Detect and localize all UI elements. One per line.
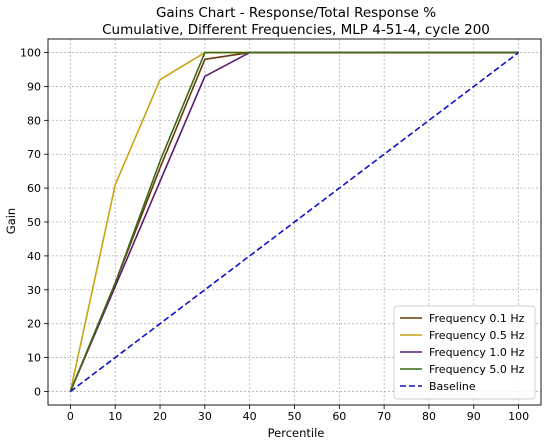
- chart-subtitle: Cumulative, Different Frequencies, MLP 4…: [102, 22, 490, 38]
- legend-entry: Frequency 0.1 Hz: [429, 312, 525, 325]
- legend-entry: Frequency 1.0 Hz: [429, 346, 525, 359]
- x-axis-label: Percentile: [268, 426, 325, 440]
- y-tick-label: 100: [20, 47, 41, 60]
- chart-title: Gains Chart - Response/Total Response %: [156, 5, 436, 21]
- plot-frame: [47, 38, 542, 406]
- y-tick-label: 50: [27, 216, 41, 229]
- x-tick-label: 80: [422, 410, 436, 423]
- legend: Frequency 0.1 Hz Frequency 0.5 Hz Frequenc…: [393, 305, 536, 400]
- x-tick-label: 70: [377, 410, 391, 423]
- x-tick-label: 90: [467, 410, 481, 423]
- x-tick-label: 30: [198, 410, 212, 423]
- x-tick-label: 20: [153, 410, 167, 423]
- y-tick-label: 10: [27, 352, 41, 365]
- legend-entry: Frequency 5.0 Hz: [429, 363, 525, 376]
- y-tick-label: 30: [27, 284, 41, 297]
- series-line-3: [69, 51, 519, 392]
- series-line-4: [69, 51, 520, 393]
- x-tick-label: 50: [288, 410, 302, 423]
- y-tick-label: 80: [27, 114, 41, 127]
- y-tick-label: 60: [27, 182, 41, 195]
- legend-box: [393, 305, 536, 400]
- x-tick-label: 0: [67, 410, 74, 423]
- legend-entry: Baseline: [429, 380, 476, 393]
- series-lines: [69, 51, 520, 393]
- grid: [48, 39, 541, 405]
- axes: 0 10 20 30 40 50 60 70 80 90 100 0 10 20 30 40 50 60 70 80 9…: [20, 38, 542, 423]
- x-tick-label: 40: [243, 410, 257, 423]
- y-tick-label: 0: [34, 385, 41, 398]
- y-axis-label: Gain: [4, 208, 18, 234]
- x-tick-label: 10: [108, 410, 122, 423]
- y-tick-label: 70: [27, 148, 41, 161]
- y-tick-label: 20: [27, 318, 41, 331]
- y-tick-label: 90: [27, 80, 41, 93]
- x-tick-label: 100: [508, 410, 529, 423]
- y-tick-label: 40: [27, 250, 41, 263]
- x-tick-label: 60: [332, 410, 346, 423]
- legend-entry: Frequency 0.5 Hz: [429, 329, 525, 342]
